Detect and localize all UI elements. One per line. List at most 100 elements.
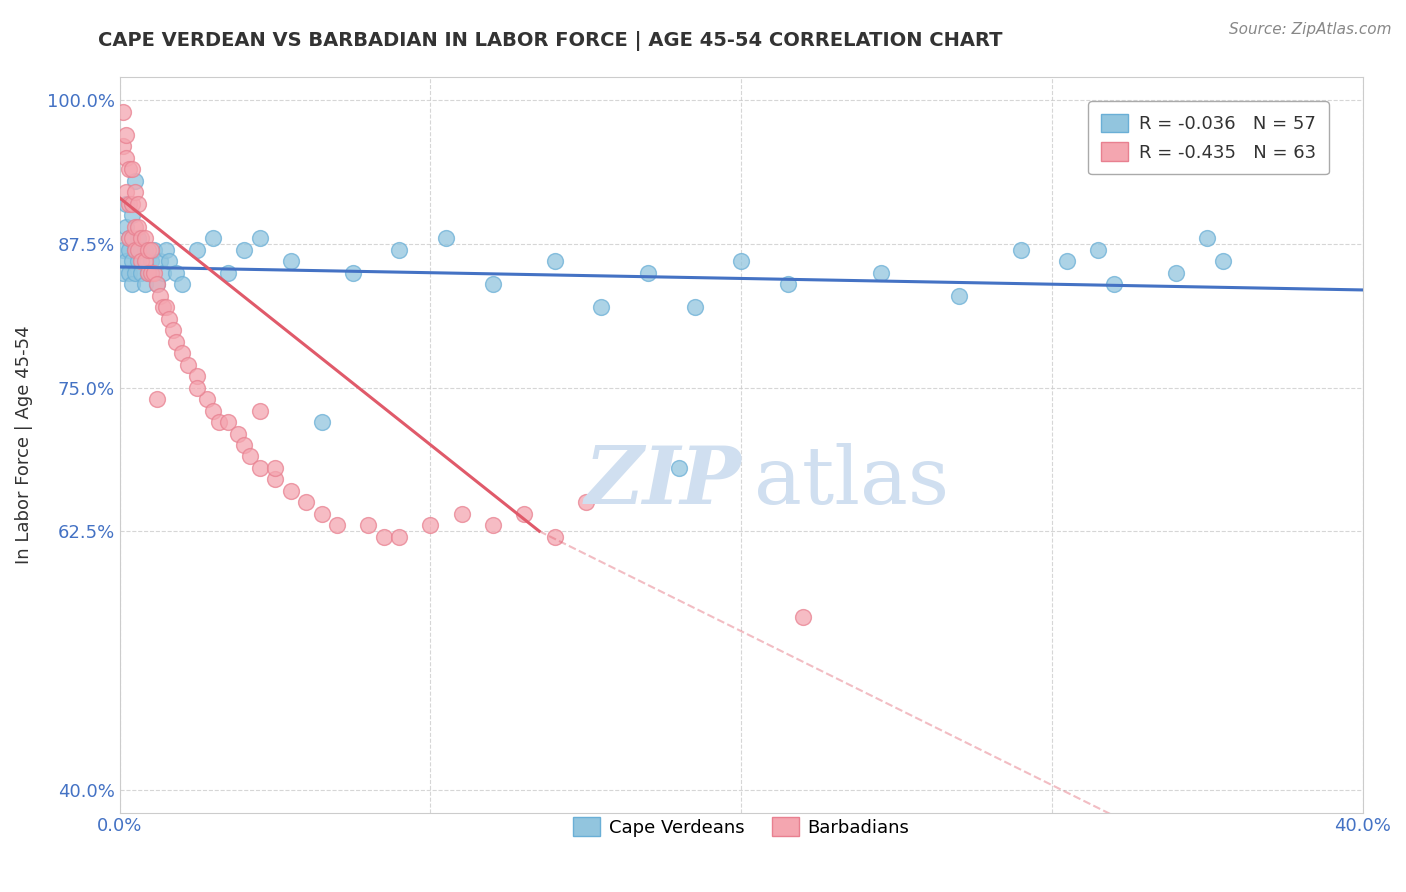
Point	[134, 277, 156, 292]
Point	[186, 243, 208, 257]
Point	[233, 438, 256, 452]
Point	[208, 415, 231, 429]
Point	[121, 231, 143, 245]
Point	[152, 300, 174, 314]
Point	[388, 243, 411, 257]
Point	[146, 277, 169, 292]
Text: ZIP: ZIP	[585, 443, 741, 521]
Point	[233, 243, 256, 257]
Point	[591, 300, 613, 314]
Point	[155, 243, 177, 257]
Point	[136, 266, 159, 280]
Point	[124, 186, 146, 200]
Point	[127, 243, 149, 257]
Point	[195, 392, 218, 406]
Point	[121, 277, 143, 292]
Point	[201, 403, 224, 417]
Point	[118, 231, 141, 245]
Point	[948, 288, 970, 302]
Point	[264, 473, 287, 487]
Point	[201, 231, 224, 245]
Point	[792, 610, 814, 624]
Point	[131, 243, 153, 257]
Point	[124, 266, 146, 280]
Point	[115, 254, 138, 268]
Point	[131, 231, 153, 245]
Point	[155, 300, 177, 314]
Point	[111, 266, 134, 280]
Point	[115, 196, 138, 211]
Point	[162, 323, 184, 337]
Point	[121, 208, 143, 222]
Point	[357, 518, 380, 533]
Point	[1010, 243, 1032, 257]
Point	[134, 243, 156, 257]
Point	[481, 518, 503, 533]
Point	[295, 495, 318, 509]
Point	[149, 288, 172, 302]
Point	[118, 266, 141, 280]
Point	[434, 231, 457, 245]
Point	[280, 254, 302, 268]
Point	[127, 196, 149, 211]
Point	[186, 369, 208, 384]
Text: atlas: atlas	[754, 442, 949, 521]
Point	[118, 243, 141, 257]
Point	[186, 380, 208, 394]
Point	[149, 254, 172, 268]
Point	[115, 128, 138, 142]
Point	[481, 277, 503, 292]
Point	[118, 231, 141, 245]
Point	[1102, 277, 1125, 292]
Point	[544, 530, 567, 544]
Point	[373, 530, 395, 544]
Point	[152, 266, 174, 280]
Point	[139, 254, 162, 268]
Point	[118, 196, 141, 211]
Point	[326, 518, 349, 533]
Point	[134, 231, 156, 245]
Legend: Cape Verdeans, Barbadians: Cape Verdeans, Barbadians	[565, 810, 917, 844]
Point	[111, 243, 134, 257]
Point	[280, 483, 302, 498]
Point	[118, 162, 141, 177]
Point	[512, 507, 534, 521]
Point	[146, 392, 169, 406]
Point	[139, 243, 162, 257]
Point	[127, 231, 149, 245]
Point	[683, 300, 706, 314]
Point	[146, 277, 169, 292]
Point	[124, 219, 146, 234]
Point	[1166, 266, 1188, 280]
Point	[637, 266, 659, 280]
Point	[730, 254, 752, 268]
Point	[575, 495, 598, 509]
Point	[127, 219, 149, 234]
Point	[131, 254, 153, 268]
Point	[218, 415, 240, 429]
Point	[218, 266, 240, 280]
Point	[249, 231, 271, 245]
Point	[264, 461, 287, 475]
Point	[226, 426, 249, 441]
Point	[170, 346, 193, 360]
Point	[239, 450, 262, 464]
Point	[159, 254, 181, 268]
Point	[249, 461, 271, 475]
Point	[450, 507, 472, 521]
Point	[870, 266, 893, 280]
Point	[127, 254, 149, 268]
Point	[544, 254, 567, 268]
Y-axis label: In Labor Force | Age 45-54: In Labor Force | Age 45-54	[15, 326, 32, 565]
Point	[388, 530, 411, 544]
Point	[165, 334, 187, 349]
Point	[115, 219, 138, 234]
Point	[115, 151, 138, 165]
Text: CAPE VERDEAN VS BARBADIAN IN LABOR FORCE | AGE 45-54 CORRELATION CHART: CAPE VERDEAN VS BARBADIAN IN LABOR FORCE…	[98, 31, 1002, 51]
Point	[124, 243, 146, 257]
Point	[419, 518, 441, 533]
Point	[111, 104, 134, 119]
Point	[115, 186, 138, 200]
Point	[776, 277, 799, 292]
Point	[311, 507, 333, 521]
